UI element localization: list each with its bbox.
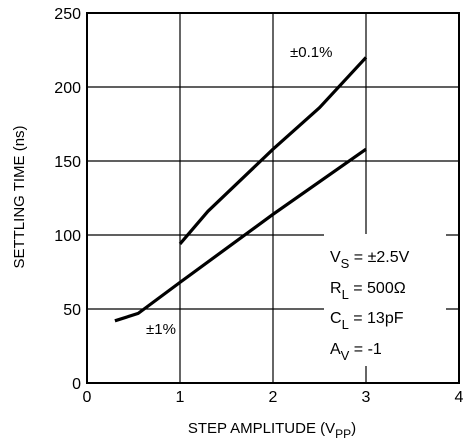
x-tick-label: 4 xyxy=(455,389,463,406)
series-lines xyxy=(114,56,368,323)
tick-labels: 0 1 2 3 4 0 50 100 150 200 250 xyxy=(54,6,463,406)
y-tick-label: 0 xyxy=(72,376,81,393)
condition-1: RL = 500Ω xyxy=(330,280,406,302)
y-tick-label: 200 xyxy=(54,80,81,97)
x-tick-label: 2 xyxy=(269,389,278,406)
series-label-1pct: ±1% xyxy=(146,321,176,338)
y-tick-label: 50 xyxy=(63,302,81,319)
y-axis-label: SETTLING TIME (ns) xyxy=(11,125,28,268)
condition-2: CL = 13pF xyxy=(330,310,404,332)
y-tick-label: 100 xyxy=(54,228,81,245)
y-tick-label: 150 xyxy=(54,154,81,171)
series-line-0 xyxy=(178,56,368,245)
x-axis-label-sub: PP xyxy=(335,427,351,441)
condition-3: AV = -1 xyxy=(330,341,382,363)
test-conditions: VS = ±2.5V RL = 500Ω CL = 13pF AV = -1 xyxy=(330,249,410,363)
series-line-1 xyxy=(114,147,367,323)
plot-frame xyxy=(86,12,460,384)
x-tick-label: 3 xyxy=(362,389,371,406)
x-axis-label-main: STEP AMPLITUDE (V xyxy=(188,420,335,437)
x-tick-label: 0 xyxy=(83,389,92,406)
series-label-0.1pct: ±0.1% xyxy=(290,44,332,61)
conditions-box xyxy=(324,234,446,366)
x-axis-label: STEP AMPLITUDE (VPP) xyxy=(188,420,356,441)
x-axis-label-close: ) xyxy=(351,420,356,437)
y-tick-label: 250 xyxy=(54,6,81,23)
x-tick-label: 1 xyxy=(176,389,185,406)
condition-0: VS = ±2.5V xyxy=(330,249,410,271)
